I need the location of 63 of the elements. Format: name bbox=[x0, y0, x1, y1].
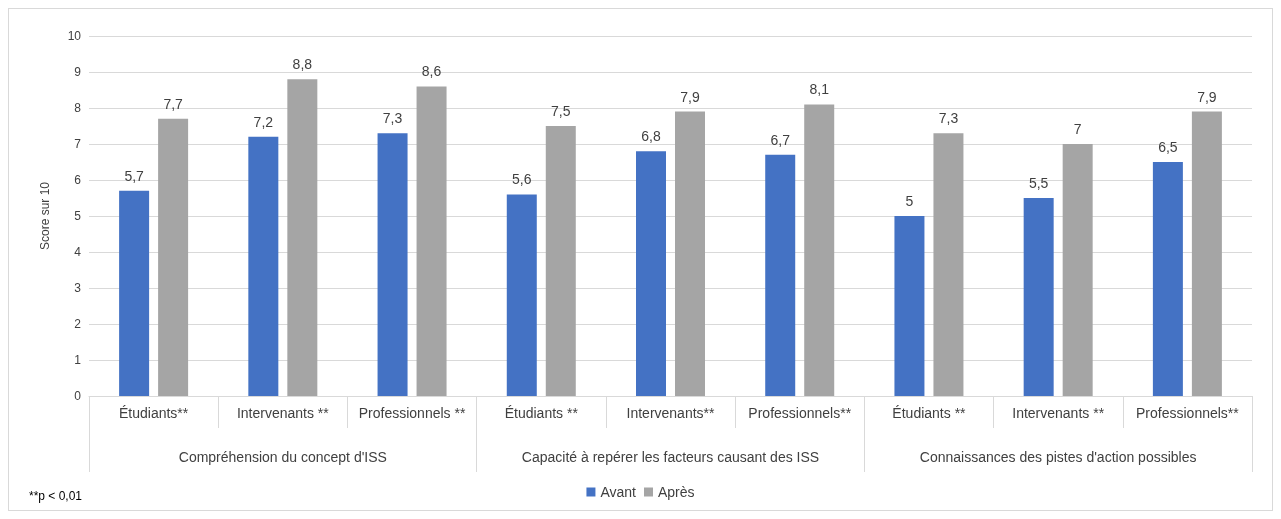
data-label: 7,7 bbox=[163, 95, 184, 112]
bar bbox=[416, 86, 447, 396]
y-tick-label: 0 bbox=[74, 389, 82, 403]
bar bbox=[804, 104, 835, 396]
data-label: 7,2 bbox=[253, 113, 274, 130]
bar bbox=[675, 111, 705, 396]
x-tick-label: Étudiants ** bbox=[892, 405, 967, 421]
x-tick-label: Intervenants ** bbox=[1012, 405, 1105, 421]
y-axis-title: Score sur 10 bbox=[38, 181, 52, 251]
data-label: 7 bbox=[1073, 121, 1082, 137]
y-tick-label: 6 bbox=[74, 173, 82, 187]
text: Compréhension du concept d'ISS bbox=[178, 449, 387, 465]
text: Connaissances des pistes d'action possibles bbox=[919, 449, 1197, 465]
bar bbox=[1062, 144, 1093, 396]
bar bbox=[119, 190, 150, 396]
y-tick-label: 9 bbox=[74, 65, 82, 79]
data-label: 7,9 bbox=[1197, 88, 1217, 105]
bar bbox=[287, 79, 318, 396]
bar bbox=[248, 136, 279, 396]
x-tick-label: Intervenants ** bbox=[236, 405, 330, 421]
data-label: 5,7 bbox=[124, 167, 145, 184]
data-label: 5 bbox=[905, 193, 914, 209]
data-label: 6,7 bbox=[770, 131, 791, 148]
data-label: 6,8 bbox=[641, 128, 661, 145]
y-tick-label: 1 bbox=[74, 353, 82, 367]
bar bbox=[506, 194, 537, 396]
data-label: 7,9 bbox=[680, 88, 700, 105]
legend-label: Avant bbox=[600, 484, 637, 500]
x-tick-label: Intervenants** bbox=[626, 405, 716, 421]
data-label: 5,5 bbox=[1028, 175, 1049, 191]
legend-label: Après bbox=[657, 484, 695, 500]
data-label: 7,5 bbox=[551, 103, 571, 119]
data-label: 8,6 bbox=[421, 63, 442, 80]
y-tick-label: 5 bbox=[74, 209, 82, 223]
text: **p < 0,01 bbox=[29, 489, 83, 503]
data-label: 7,3 bbox=[382, 110, 403, 127]
bar bbox=[377, 133, 408, 396]
bar bbox=[1191, 111, 1222, 396]
data-label: 7,3 bbox=[938, 110, 959, 127]
bar bbox=[894, 216, 925, 396]
bar bbox=[636, 151, 666, 396]
data-label: 6,5 bbox=[1158, 139, 1178, 155]
data-label: 5,6 bbox=[512, 171, 532, 188]
bar bbox=[933, 133, 964, 396]
data-label: 8,1 bbox=[809, 81, 830, 98]
text: Capacité à repérer les facteurs causant des ISS bbox=[521, 449, 820, 465]
bar bbox=[1023, 198, 1054, 396]
bar bbox=[765, 154, 796, 396]
y-tick-label: 7 bbox=[74, 137, 82, 151]
y-tick-label: 4 bbox=[74, 245, 82, 259]
x-tick-label: Professionnels** bbox=[1136, 405, 1240, 421]
x-tick-label: Professionnels** bbox=[748, 405, 852, 421]
y-tick-label: 2 bbox=[74, 317, 82, 331]
y-tick-label: 3 bbox=[74, 281, 82, 295]
bar bbox=[1152, 162, 1183, 396]
x-tick-label: Étudiants** bbox=[118, 405, 189, 421]
x-tick-label: Étudiants ** bbox=[504, 405, 579, 421]
y-tick-label: 8 bbox=[74, 101, 82, 115]
bar bbox=[545, 126, 576, 396]
x-tick-label: Professionnels ** bbox=[358, 405, 466, 421]
data-label: 8,8 bbox=[292, 56, 313, 73]
bar bbox=[158, 118, 189, 396]
y-tick-label: 10 bbox=[67, 29, 82, 43]
